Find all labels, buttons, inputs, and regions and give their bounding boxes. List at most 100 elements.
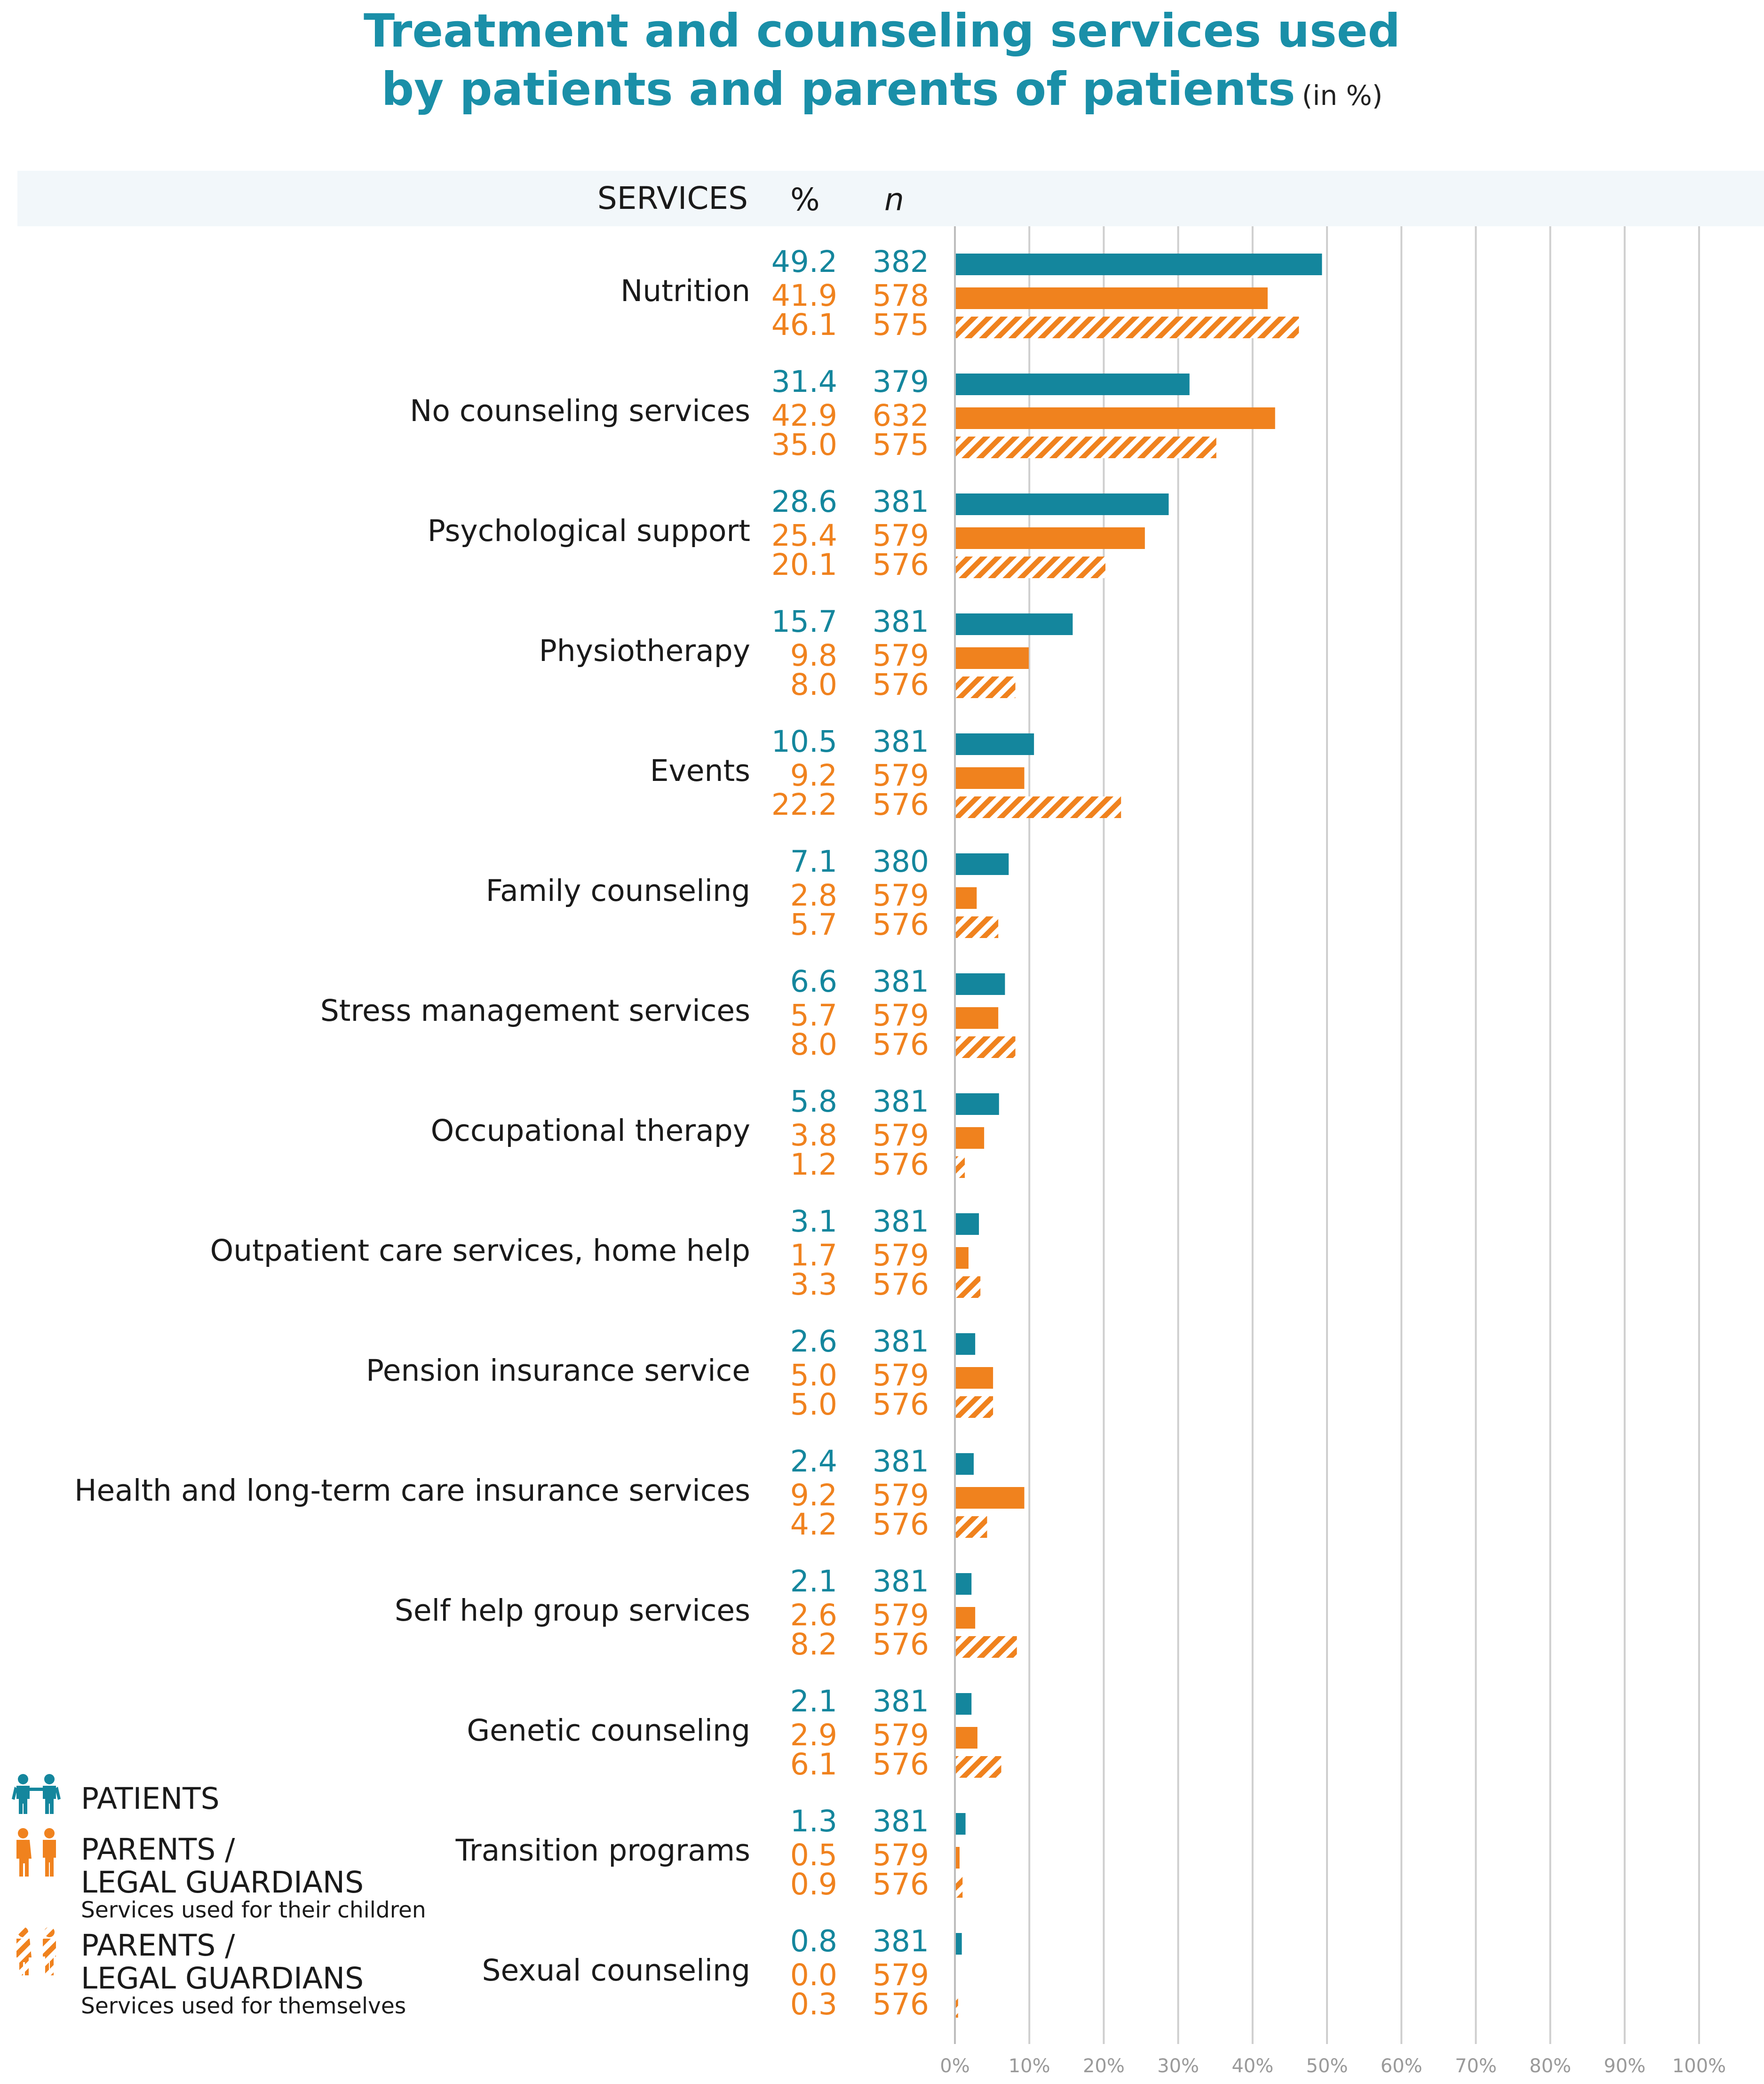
percent-value: 42.9 <box>771 398 837 433</box>
grid-lines <box>954 226 1700 2044</box>
bar <box>956 374 1190 395</box>
percent-value: 3.8 <box>790 1118 837 1153</box>
percent-value: 7.1 <box>790 844 837 879</box>
percent-value: 8.2 <box>790 1627 837 1662</box>
bar <box>956 1247 969 1269</box>
percent-value: 41.9 <box>771 278 837 313</box>
bar <box>956 1573 972 1595</box>
x-tick-label: 90% <box>1604 2055 1645 2077</box>
n-value: 575 <box>872 428 929 462</box>
percent-value: 20.1 <box>771 548 837 582</box>
bar <box>956 1156 965 1178</box>
n-value: 381 <box>872 605 929 639</box>
n-value: 579 <box>872 638 929 673</box>
bar <box>956 254 1322 275</box>
percent-value: 5.7 <box>790 998 837 1033</box>
percent-value: 2.9 <box>790 1718 837 1752</box>
category-label: Self help group services <box>394 1593 750 1628</box>
bar <box>956 1367 993 1389</box>
n-value: 576 <box>872 787 929 822</box>
legend-patients-label: PATIENTS <box>81 1782 220 1816</box>
n-value: 576 <box>872 907 929 942</box>
n-value: 381 <box>872 1444 929 1479</box>
percent-value: 49.2 <box>771 245 837 279</box>
category-label: Physiotherapy <box>539 634 750 668</box>
bar <box>956 613 1073 635</box>
header-services: SERVICES <box>597 180 748 216</box>
parents-hatched-icon <box>16 1927 56 1975</box>
percent-value: 46.1 <box>771 308 837 342</box>
percent-value: 31.4 <box>771 365 837 399</box>
header-band <box>17 171 1764 226</box>
category-label: Stress management services <box>320 994 750 1028</box>
n-value: 579 <box>872 1838 929 1872</box>
bar <box>956 1693 972 1715</box>
category-label: No counseling services <box>410 394 750 428</box>
legend-parents-self-line2: LEGAL GUARDIANS <box>81 1961 364 1996</box>
percent-value: 6.1 <box>790 1747 837 1782</box>
n-value: 381 <box>872 724 929 759</box>
n-value: 576 <box>872 1627 929 1662</box>
children-icon <box>12 1774 61 1814</box>
percent-value: 0.9 <box>790 1867 837 1901</box>
header-percent: % <box>790 182 820 218</box>
percent-value: 2.8 <box>790 878 837 913</box>
chart-title-unit: (in %) <box>1302 80 1383 111</box>
percent-value: 9.2 <box>790 1478 837 1512</box>
x-tick-label: 100% <box>1672 2055 1726 2077</box>
bar <box>956 1996 958 2018</box>
n-value: 381 <box>872 1324 929 1359</box>
percent-value: 5.7 <box>790 907 837 942</box>
bar <box>956 407 1275 429</box>
percent-value: 22.2 <box>771 787 837 822</box>
category-label: Psychological support <box>427 514 750 548</box>
header-n: n <box>884 182 904 218</box>
percent-value: 2.1 <box>790 1564 837 1599</box>
bar <box>956 1333 976 1355</box>
bar <box>956 1093 999 1115</box>
bar <box>956 1516 987 1538</box>
bars-group <box>956 254 1322 2018</box>
bar <box>956 1813 966 1835</box>
percent-value: 8.0 <box>790 668 837 702</box>
n-value: 579 <box>872 1478 929 1512</box>
n-value: 578 <box>872 278 929 313</box>
legend-parents-children-sub: Services used for their children <box>81 1897 426 1923</box>
n-value: 380 <box>872 844 929 879</box>
percent-value: 5.0 <box>790 1387 837 1422</box>
x-tick-label: 10% <box>1009 2055 1050 2077</box>
percent-value: 3.3 <box>790 1267 837 1302</box>
bar <box>956 887 977 909</box>
n-value: 576 <box>872 1147 929 1182</box>
percent-value: 25.4 <box>771 518 837 553</box>
n-value: 579 <box>872 1958 929 1992</box>
bar <box>956 1007 999 1029</box>
percent-value: 9.2 <box>790 758 837 793</box>
n-value: 576 <box>872 1987 929 2021</box>
category-label: Health and long-term care insurance serv… <box>74 1473 750 1508</box>
percent-value: 5.8 <box>790 1084 837 1119</box>
bar <box>956 853 1009 875</box>
n-value: 579 <box>872 518 929 553</box>
bar <box>956 796 1121 818</box>
legend-parents-self-sub: Services used for themselves <box>81 1993 406 2019</box>
bar <box>956 1727 977 1749</box>
bar <box>956 1487 1025 1509</box>
x-axis-ticks: 0% 10% 20% 30% 40% 50% 60% 70% 80% 90% 100% <box>940 2055 1726 2077</box>
category-label: Nutrition <box>620 274 750 308</box>
bar <box>956 1933 962 1955</box>
percent-value: 8.0 <box>790 1027 837 1062</box>
bar <box>956 1213 979 1235</box>
x-tick-label: 80% <box>1529 2055 1571 2077</box>
n-value: 576 <box>872 1867 929 1901</box>
n-value: 381 <box>872 1804 929 1838</box>
bar <box>956 493 1169 515</box>
chart-title-line1: Treatment and counseling services used <box>364 4 1400 57</box>
bar <box>956 1876 963 1898</box>
legend-parents-self-line1: PARENTS / <box>81 1928 235 1963</box>
category-label: Genetic counseling <box>467 1713 750 1748</box>
x-tick-label: 70% <box>1455 2055 1497 2077</box>
legend-parents-children-line2: LEGAL GUARDIANS <box>81 1865 364 1900</box>
percent-value: 2.4 <box>790 1444 837 1479</box>
